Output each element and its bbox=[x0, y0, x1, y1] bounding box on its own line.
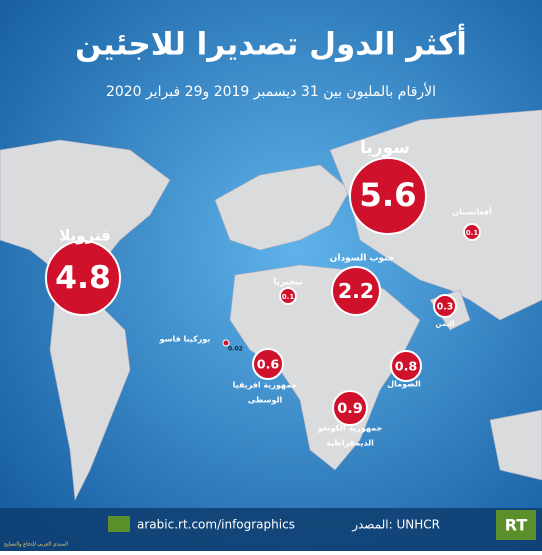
value-label: 0.9 bbox=[337, 401, 363, 417]
value-label: 0.02 bbox=[228, 346, 243, 353]
rt-logo-box bbox=[496, 510, 536, 540]
value-bubble bbox=[433, 294, 457, 318]
country-name: بوركينا فاسو bbox=[159, 335, 211, 344]
value-label: 0.6 bbox=[257, 358, 280, 373]
footer-bar bbox=[0, 508, 542, 551]
footer-source: المصدر: UNHCR bbox=[351, 518, 440, 533]
value-bubble bbox=[332, 390, 368, 426]
value-bubble bbox=[331, 266, 381, 316]
rt-logo: RT bbox=[505, 516, 528, 535]
value-bubble bbox=[349, 157, 427, 235]
value-label: 4.8 bbox=[55, 260, 111, 296]
watermark: المنتدى العربي للدفاع والتسليح bbox=[4, 542, 68, 548]
logo-small bbox=[108, 516, 130, 532]
country-name: الديمقراطية bbox=[326, 439, 374, 448]
footer-url: arabic.rt.com/infographics bbox=[137, 518, 295, 532]
value-bubble bbox=[390, 350, 422, 382]
subtitle: الأرقام بالمليون بين 31 ديسمبر 2019 و29 … bbox=[106, 82, 436, 100]
value-bubble bbox=[222, 339, 230, 347]
value-label: 0.1 bbox=[466, 229, 479, 237]
country-name: اليمن bbox=[436, 320, 455, 328]
country-name: جمهورية الكونغو bbox=[317, 424, 383, 433]
country-name: جمهورية افريقيا bbox=[233, 381, 298, 390]
value-label: 0.8 bbox=[395, 360, 418, 375]
value-label: 0.3 bbox=[437, 302, 454, 313]
value-label: 0.1 bbox=[282, 293, 295, 301]
country-name: فنزويلا bbox=[59, 227, 111, 245]
country-name: نيجيريا bbox=[273, 278, 303, 288]
country-name: أفغانستان bbox=[452, 207, 492, 217]
value-label: 2.2 bbox=[338, 279, 374, 303]
value-label: 5.6 bbox=[359, 176, 416, 214]
value-bubble bbox=[45, 240, 121, 316]
country-name: سوريا bbox=[360, 138, 410, 158]
title: أكثر الدول تصديرا للاجئين bbox=[75, 24, 467, 63]
value-bubble bbox=[463, 223, 481, 241]
country-name: الصومال bbox=[387, 380, 421, 389]
value-bubble bbox=[279, 287, 297, 305]
country-name: جنوب السودان bbox=[330, 254, 395, 264]
country-name: الوسطى bbox=[248, 396, 283, 405]
value-bubble bbox=[252, 348, 284, 380]
